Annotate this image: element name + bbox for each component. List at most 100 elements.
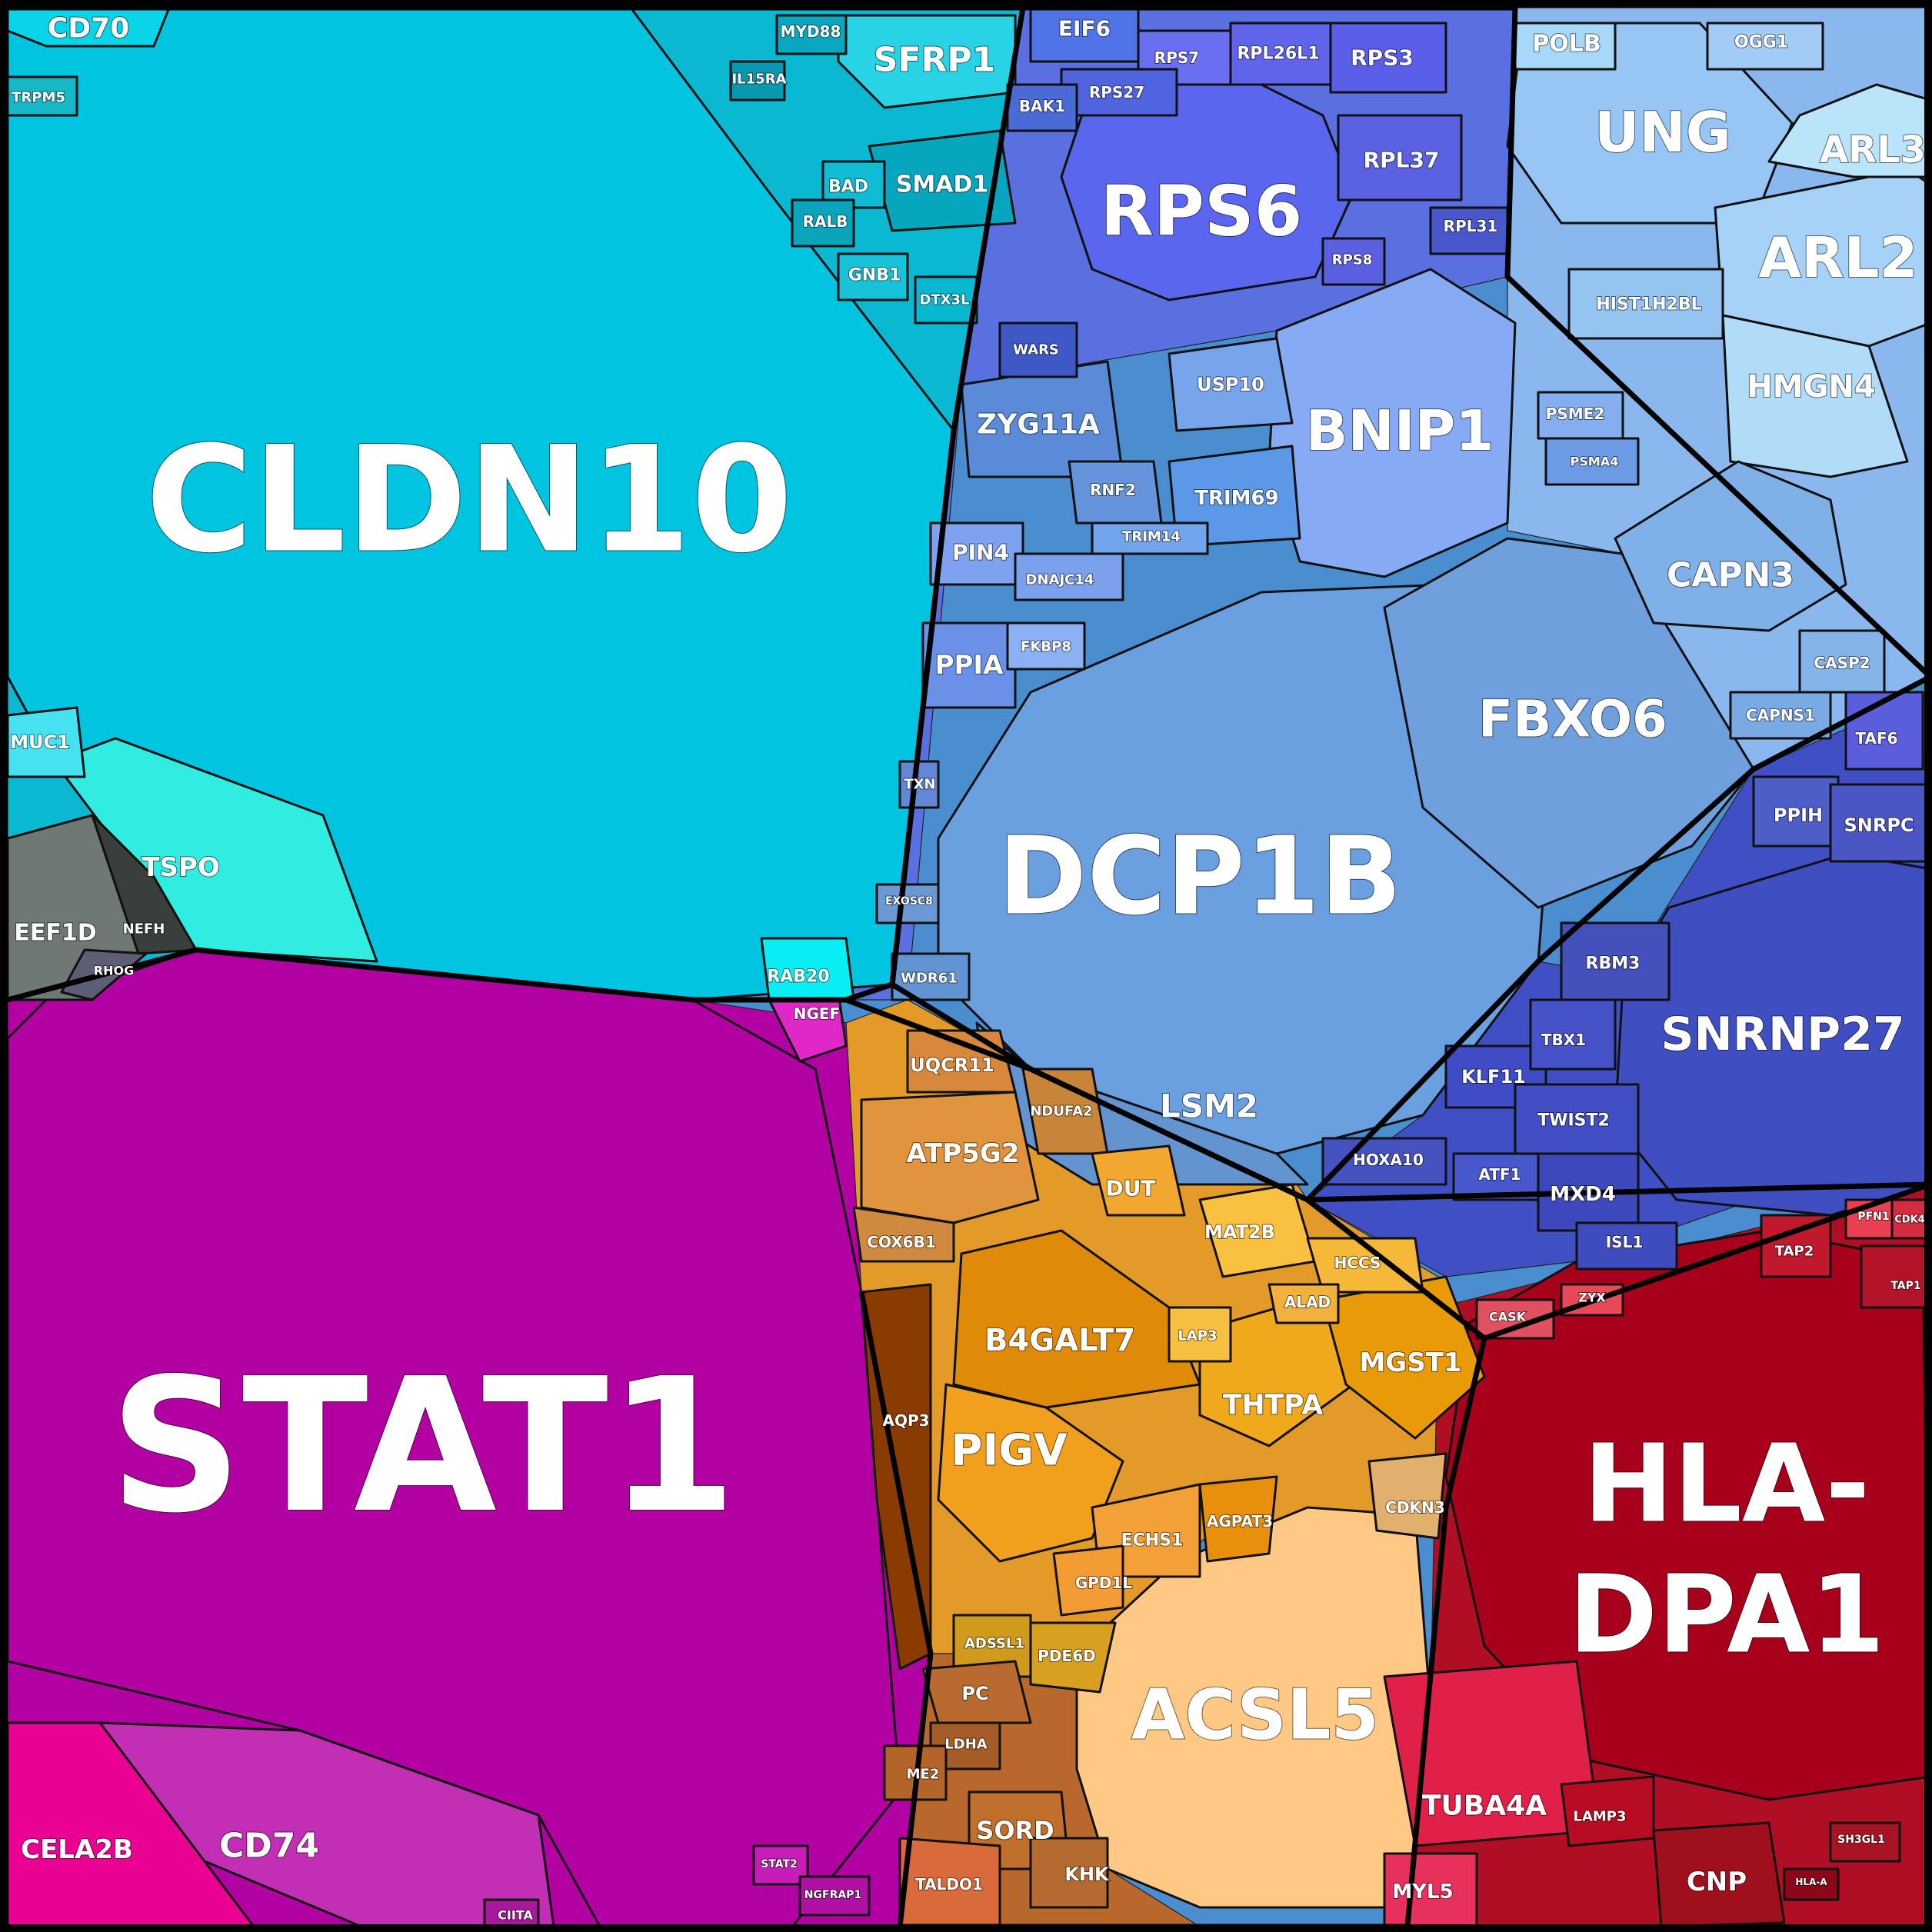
label-casp2: CASP2 <box>1814 654 1870 672</box>
label-lsm2: LSM2 <box>1160 1088 1258 1125</box>
cell-agpat3 <box>1198 1475 1278 1563</box>
cell-ngfrap1 <box>798 1875 871 1917</box>
cell-myd88 <box>775 14 848 55</box>
label-arl2: ARL2 <box>1758 225 1917 290</box>
label-mxd4: MXD4 <box>1550 1183 1616 1206</box>
label-snrnp27: SNRNP27 <box>1661 1008 1904 1061</box>
label-txn: TXN <box>904 777 935 793</box>
label-isl1: ISL1 <box>1606 1233 1644 1251</box>
label-nefh: NEFH <box>123 921 165 938</box>
group-outline-2 <box>889 5 1932 1203</box>
label-capn3: CAPN3 <box>1667 556 1794 595</box>
label-ppia: PPIA <box>935 650 1004 681</box>
label-polb: POLB <box>1532 31 1601 58</box>
label-fbxo6: FBXO6 <box>1478 690 1667 749</box>
cell-lamp3 <box>1560 1775 1655 1847</box>
cell-fbxo6 <box>1383 537 1755 909</box>
label-atp5g2: ATP5G2 <box>906 1138 1019 1169</box>
cell-lap3 <box>1168 1306 1232 1363</box>
label-aqp3: AQP3 <box>882 1411 929 1430</box>
label-dnajc14: DNAJC14 <box>1026 572 1094 588</box>
label-myl5: MYL5 <box>1392 1880 1453 1904</box>
label-tuba4a: TUBA4A <box>1422 1790 1547 1822</box>
cell-exosc8 <box>875 883 940 924</box>
label-sfrp1: SFRP1 <box>874 41 996 80</box>
label-pin4: PIN4 <box>952 540 1009 565</box>
label-usp10: USP10 <box>1197 374 1264 395</box>
cell-tbx1 <box>1529 998 1617 1071</box>
label-eef1d: EEF1D <box>14 920 96 947</box>
label-cd70: CD70 <box>48 13 129 45</box>
cell-hla-a <box>1783 1867 1840 1901</box>
cell-dut <box>1091 1144 1186 1217</box>
cell-tap2 <box>1760 1214 1832 1278</box>
cell-wars <box>998 321 1078 378</box>
label-rnf2: RNF2 <box>1090 481 1136 499</box>
label-smad1: SMAD1 <box>896 172 988 198</box>
label-dpa1: DPA1 <box>1568 1553 1885 1678</box>
label-tap1: TAP1 <box>1890 1280 1920 1292</box>
label-tap2: TAP2 <box>1775 1244 1814 1260</box>
label-rbm3: RBM3 <box>1586 954 1641 974</box>
cell-cdkn3 <box>1367 1452 1447 1540</box>
cell-isl1 <box>1575 1221 1678 1271</box>
label-stat2: STAT2 <box>761 1858 798 1870</box>
label-thtpa: THTPA <box>1223 1390 1323 1421</box>
label-bad: BAD <box>828 178 868 197</box>
cell-hmgn4 <box>1721 314 1909 478</box>
cell-rps3 <box>1329 22 1447 94</box>
cell-il15ra <box>729 60 786 102</box>
label-psma4: PSMA4 <box>1571 455 1619 469</box>
cell-gnb1 <box>837 252 909 301</box>
label-arl3: ARL3 <box>1820 128 1926 172</box>
label-cd74: CD74 <box>219 1827 319 1866</box>
label-cask: CASK <box>1489 1310 1527 1324</box>
label-zyg11a: ZYG11A <box>977 409 1100 441</box>
label-alad: ALAD <box>1284 1293 1331 1311</box>
label-rps27: RPS27 <box>1089 83 1144 102</box>
label-hmgn4: HMGN4 <box>1747 369 1875 405</box>
label-myd88: MYD88 <box>781 22 841 41</box>
label-cox6b1: COX6B1 <box>867 1233 935 1251</box>
label-trpm5: TRPM5 <box>12 90 65 106</box>
label-cdkn3: CDKN3 <box>1385 1498 1444 1517</box>
label-pde6d: PDE6D <box>1038 1647 1095 1665</box>
cell-dtx3l <box>914 275 978 325</box>
label-rps3: RPS3 <box>1351 45 1414 71</box>
label-lamp3: LAMP3 <box>1573 1809 1626 1825</box>
cell-rbm3 <box>1560 921 1671 1001</box>
label-eif6: EIF6 <box>1058 16 1111 42</box>
label-exosc8: EXOSC8 <box>885 895 933 908</box>
cell-txn <box>898 760 940 809</box>
label-rpl37: RPL37 <box>1364 148 1440 173</box>
label-dcp1b: DCP1B <box>998 814 1402 940</box>
cell-hist1h2bl <box>1567 268 1724 340</box>
label-cela2b: CELA2B <box>21 1834 133 1865</box>
cell-capn3 <box>1614 460 1847 632</box>
cell-sh3gl1 <box>1829 1821 1901 1863</box>
label-cdk4: CDK4 <box>1894 1214 1924 1226</box>
label-rab20: RAB20 <box>767 968 829 987</box>
group-outline-1 <box>7 5 1026 1003</box>
cell-ralb <box>791 198 855 248</box>
cell-ppia <box>921 621 1017 709</box>
label-echs1: ECHS1 <box>1121 1531 1184 1551</box>
cell-rpl37 <box>1337 114 1463 202</box>
cell-psma4 <box>1544 437 1640 486</box>
label-snrpc: SNRPC <box>1844 814 1914 836</box>
label-atf1: ATF1 <box>1478 1165 1521 1184</box>
label-twist2: TWIST2 <box>1537 1111 1610 1131</box>
label-hccs: HCCS <box>1334 1254 1381 1272</box>
label-ogg1: OGG1 <box>1734 33 1788 52</box>
label-agpat3: AGPAT3 <box>1207 1512 1273 1531</box>
label-rps6: RPS6 <box>1101 172 1303 252</box>
cell-capns1 <box>1729 691 1832 740</box>
label-bnip1: BNIP1 <box>1306 398 1494 463</box>
label-ppih: PPIH <box>1774 804 1823 826</box>
label-ldha: LDHA <box>944 1737 987 1753</box>
cell-rps8 <box>1321 237 1386 286</box>
cell-ogg1 <box>1706 22 1824 71</box>
label-ralb: RALB <box>803 212 848 231</box>
